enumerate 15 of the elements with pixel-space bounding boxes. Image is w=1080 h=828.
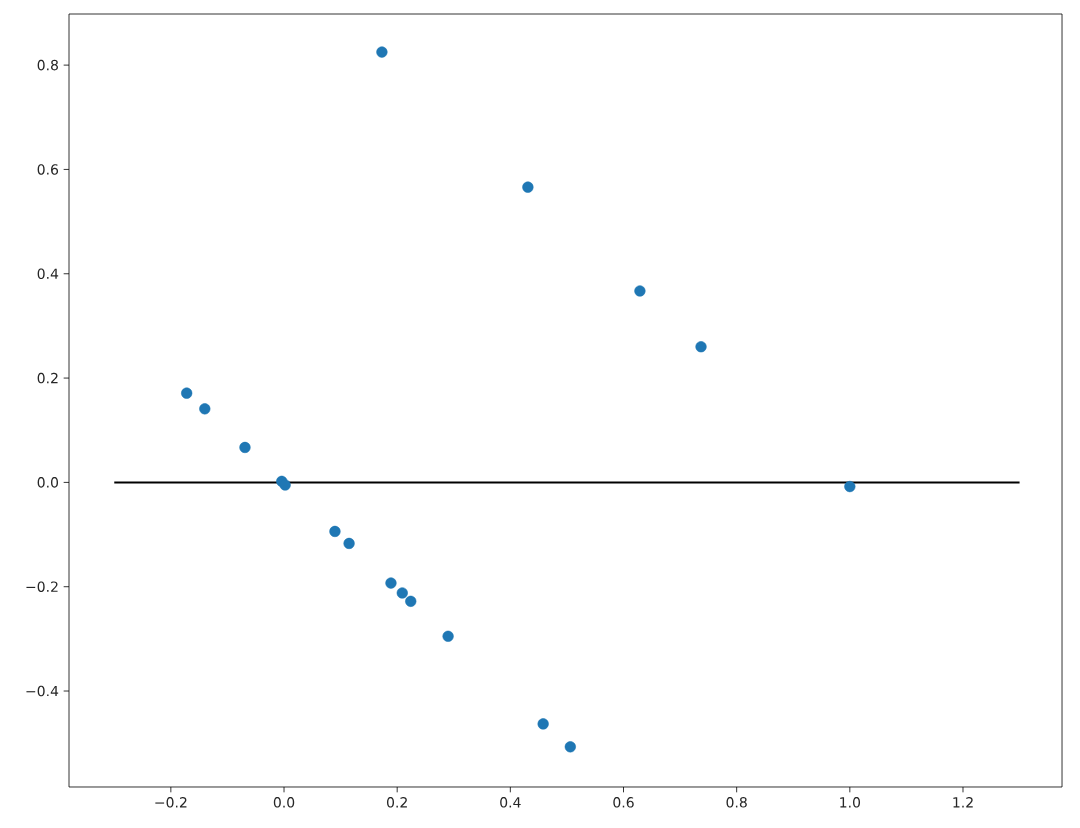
x-tick-label: 0.2 [386,797,407,808]
y-tick-label: −0.2 [26,581,58,592]
x-tick-label: 0.8 [726,797,747,808]
x-tick-label: 0.4 [500,797,521,808]
y-tick-label: 0.2 [37,372,58,384]
y-tick-label: 0.4 [37,268,59,280]
x-tick-label: 0.0 [273,797,295,808]
x-tick-label: 0.6 [613,797,634,808]
y-tick-label: 0.0 [37,477,59,488]
x-tick-label: 1.0 [840,797,861,808]
y-tick-label: −0.4 [26,685,59,697]
x-tick-label: −0.2 [155,797,187,808]
y-tick-label: 0.8 [37,59,58,71]
y-tick-label: 0.6 [37,164,59,175]
x-tick-label: 1.2 [953,797,973,808]
